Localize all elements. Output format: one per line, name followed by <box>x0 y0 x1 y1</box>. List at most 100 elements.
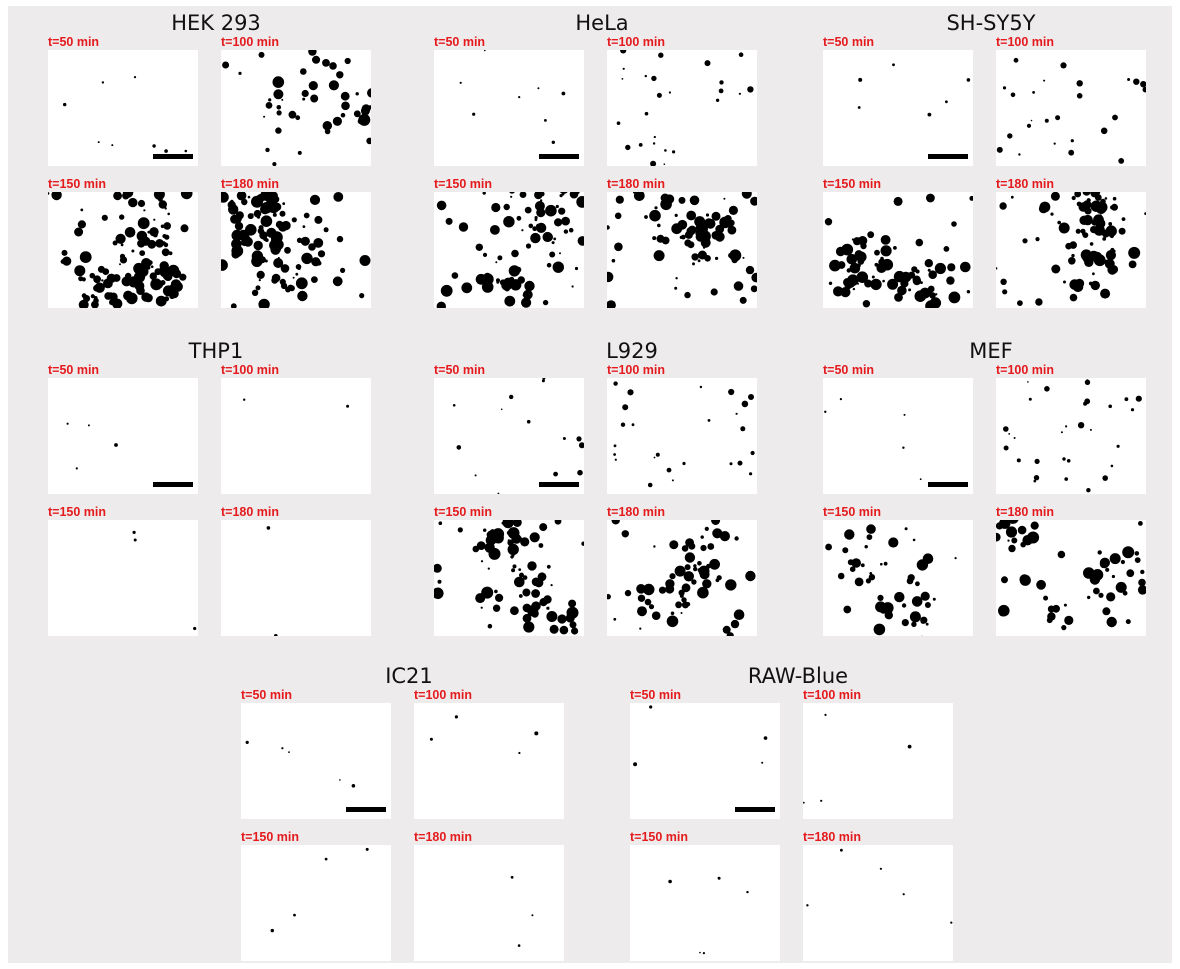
blob <box>164 149 168 153</box>
blob <box>1096 219 1106 229</box>
blob <box>1110 265 1118 273</box>
blob <box>542 379 545 382</box>
blob <box>685 552 695 562</box>
time-label: t=180 min <box>414 830 472 844</box>
blob <box>1126 569 1134 577</box>
blob <box>489 548 501 560</box>
blob <box>824 411 826 413</box>
blob <box>867 534 873 540</box>
blob <box>857 283 859 285</box>
blob <box>500 279 506 285</box>
blob <box>1007 540 1009 542</box>
blob <box>748 394 754 400</box>
blob <box>967 78 971 82</box>
blob <box>705 60 711 66</box>
figure: HEK 293t=50 mint=100 mint=150 mint=180 m… <box>0 0 1180 969</box>
blob <box>1004 446 1009 451</box>
blob <box>679 197 686 204</box>
blob <box>1086 255 1091 260</box>
blob <box>657 224 661 228</box>
blob <box>155 268 162 275</box>
blob <box>556 205 559 208</box>
blob <box>1087 596 1090 599</box>
blob <box>273 89 283 99</box>
blob <box>181 224 189 232</box>
frame <box>241 703 391 819</box>
blob <box>967 290 970 293</box>
blob <box>163 285 174 296</box>
blob <box>259 225 264 230</box>
blob <box>616 196 624 204</box>
blob <box>238 72 241 75</box>
blob <box>512 554 515 557</box>
blob <box>654 457 656 459</box>
blob <box>277 105 282 110</box>
blob <box>537 87 539 89</box>
blob <box>521 229 523 231</box>
blob <box>702 579 711 588</box>
blob <box>430 738 433 741</box>
blob <box>1076 229 1081 234</box>
scale-bar <box>928 482 968 487</box>
blob <box>911 622 916 627</box>
blob <box>1036 580 1046 590</box>
blob <box>354 110 361 117</box>
blob <box>571 627 578 634</box>
blob <box>621 423 625 427</box>
blob <box>1098 550 1102 554</box>
blob <box>487 531 495 539</box>
blob <box>614 243 623 252</box>
blob <box>1031 522 1039 530</box>
blob <box>1090 242 1094 246</box>
blob <box>458 527 463 532</box>
blob <box>495 226 497 228</box>
blob <box>747 86 753 92</box>
time-label: t=180 min <box>996 505 1054 519</box>
blob <box>265 148 269 152</box>
blob <box>625 590 631 596</box>
blob <box>639 628 641 630</box>
blob <box>303 225 306 228</box>
blob <box>481 607 483 609</box>
blob <box>136 286 145 295</box>
blob <box>882 280 885 283</box>
blob <box>559 252 561 254</box>
blob <box>510 196 512 198</box>
blob <box>825 544 832 551</box>
blob <box>302 98 305 101</box>
blob <box>509 277 514 282</box>
blob <box>1059 223 1070 234</box>
blob <box>1100 560 1108 568</box>
blob <box>1051 192 1060 201</box>
blob <box>296 264 302 270</box>
time-label: t=100 min <box>996 363 1054 377</box>
blob <box>279 227 282 230</box>
time-label: t=50 min <box>434 35 485 49</box>
blob <box>908 745 912 749</box>
time-label: t=180 min <box>996 177 1054 191</box>
blob <box>916 270 920 274</box>
blob <box>504 296 515 307</box>
time-label: t=180 min <box>221 177 279 191</box>
blob <box>1121 560 1125 564</box>
blob <box>234 215 242 223</box>
blob <box>888 537 898 547</box>
blob <box>749 472 752 475</box>
blob <box>893 246 897 250</box>
blob <box>925 259 933 267</box>
blob <box>98 141 100 143</box>
blob <box>246 741 249 744</box>
blob <box>138 217 150 229</box>
blob <box>649 210 661 222</box>
blob <box>1108 222 1112 226</box>
blob <box>701 535 704 538</box>
blob <box>1077 202 1082 207</box>
blob <box>1105 197 1108 200</box>
blob <box>1101 128 1108 135</box>
scale-bar <box>153 482 193 487</box>
blob <box>908 574 915 581</box>
blob <box>1095 255 1106 266</box>
blob <box>488 624 493 629</box>
blob <box>894 197 903 206</box>
blob <box>944 246 950 252</box>
